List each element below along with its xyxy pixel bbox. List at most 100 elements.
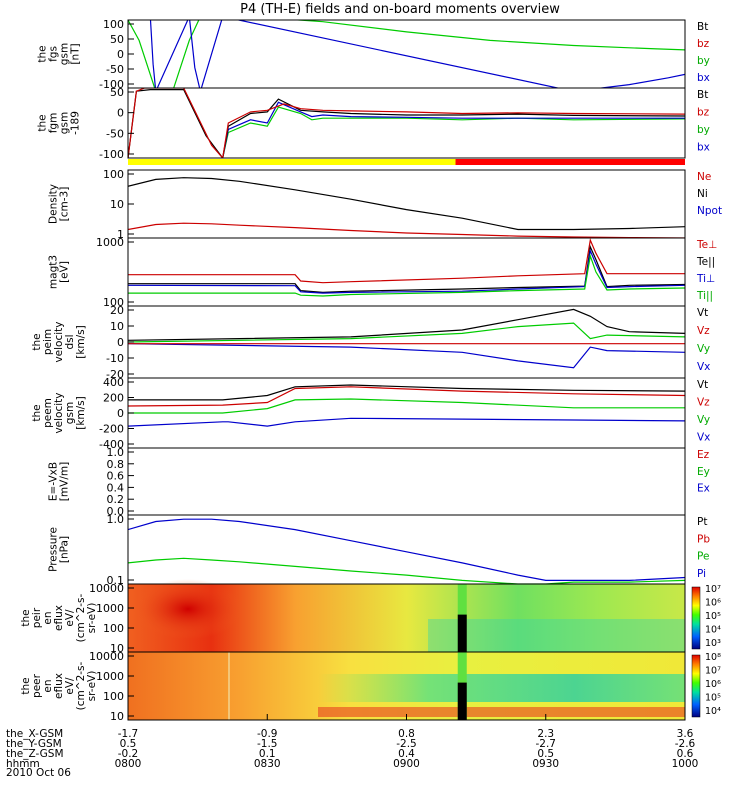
panel-frame xyxy=(127,169,686,239)
date-label: 2010 Oct 06 xyxy=(6,767,71,779)
y-axis-label: eflux xyxy=(53,673,65,699)
y-tick-label: -100 xyxy=(99,148,124,161)
series-line-Ti_par xyxy=(128,253,685,297)
y-tick-label: 1000 xyxy=(96,236,124,249)
y-tick-label: 10000 xyxy=(89,650,124,663)
y-axis-label: en xyxy=(42,679,54,692)
series-group xyxy=(128,20,685,88)
x-axis-row-label: the_Z-GSM xyxy=(6,748,64,760)
x-tick-label: 0930 xyxy=(532,758,559,770)
legend-label-Vy: Vy xyxy=(697,343,710,355)
colorbar-tick-label: 10⁶ xyxy=(705,679,721,690)
legend-label-Bt: Bt xyxy=(697,89,708,101)
y-tick-label: 50 xyxy=(110,86,124,99)
panel-peem_v: 400 200 0 -200 -400 the peem velocity gsm [km/s] V… xyxy=(31,376,710,451)
legend-label-Ex: Ex xyxy=(697,483,710,495)
panel-peer_eflux: 10⁸ 10⁷ 10⁶ 10⁵ 10⁴ 10000 1000 100 10 the peer en ef… xyxy=(20,650,721,723)
y-axis-label: gsm xyxy=(59,43,71,65)
heatmap-low-band xyxy=(318,707,685,717)
series-group xyxy=(128,384,685,427)
panel-fgm: 50 0 -50 -100 the fgm gsm -189 Bt bz by bx xyxy=(37,86,710,161)
y-axis-label: [nPa] xyxy=(59,536,71,563)
y-tick-label: 10000 xyxy=(89,582,124,595)
y-tick-label: 0.0 xyxy=(107,505,125,518)
y-tick-label: 100 xyxy=(103,296,124,309)
x-tick-label: -1.7 xyxy=(118,728,139,740)
panel-peim_v: 20 10 0 -10 -20 the peim velocity dsl [km/s] Vt Vz V… xyxy=(31,304,710,381)
x-tick-label: -0.2 xyxy=(118,748,139,760)
x-tick-label: 0830 xyxy=(254,758,281,770)
series-group xyxy=(128,238,685,297)
y-axis-label: sr-eV) xyxy=(86,603,98,634)
series-line-Ni xyxy=(128,177,685,231)
x-tick-label: 0.5 xyxy=(537,748,554,760)
heatmap-gap-black xyxy=(457,682,467,720)
legend-label-Ne: Ne xyxy=(697,171,711,183)
colorbar-tick-label: 10⁴ xyxy=(705,706,721,717)
y-tick-label: 0 xyxy=(117,107,124,120)
y-axis-label: [mV/m] xyxy=(59,462,71,501)
y-tick-label: -100 xyxy=(99,78,124,91)
y-tick-label: 0.2 xyxy=(107,493,125,506)
y-tick-label: 0.6 xyxy=(107,470,125,483)
y-axis-label: peim xyxy=(42,329,54,355)
y-axis-label: the xyxy=(31,404,43,421)
x-tick-label: -2.7 xyxy=(536,738,557,750)
y-tick-label: 1000 xyxy=(96,602,124,615)
panel-frame xyxy=(127,87,686,159)
y-axis-label: fgm xyxy=(48,113,60,134)
legend-label-Ez: Ez xyxy=(697,449,710,461)
x-axis-row-label: hhmm xyxy=(6,758,40,770)
colorbar-tick-label: 10⁶ xyxy=(705,598,721,609)
y-axis-label: peem xyxy=(42,398,54,428)
x-tick-label: 3.6 xyxy=(677,728,694,740)
series-group xyxy=(128,518,685,584)
y-axis-label: magt3 xyxy=(48,255,60,289)
legend-label-Vz: Vz xyxy=(697,397,710,409)
legend-label-Vt: Vt xyxy=(697,307,708,319)
x-tick-label: 2.3 xyxy=(537,728,554,740)
y-tick-label: -50 xyxy=(106,63,124,76)
y-tick-label: 0 xyxy=(117,407,124,420)
y-axis-label: eV/ xyxy=(64,677,76,695)
y-tick-label: 0 xyxy=(117,336,124,349)
y-axis-label: dsl xyxy=(64,334,76,349)
x-tick-label: -2.6 xyxy=(675,738,696,750)
legend-label-Bt: Bt xyxy=(697,21,708,33)
y-axis-label: peir xyxy=(31,607,43,628)
x-tick-label: 0.6 xyxy=(677,748,694,760)
y-axis-label: [cm-3] xyxy=(59,187,71,222)
series-line-Bt xyxy=(128,88,685,158)
series-line-Ne xyxy=(128,222,685,238)
legend-label-Pt: Pt xyxy=(697,516,707,528)
colorbar-tick-label: 10⁵ xyxy=(705,611,721,622)
y-tick-label: 10 xyxy=(110,642,124,655)
legend-label-bx: bx xyxy=(697,72,710,84)
y-axis-label: peer xyxy=(31,673,43,698)
x-tick-label: 0.4 xyxy=(398,748,415,760)
legend-label-bz: bz xyxy=(697,107,710,119)
series-line-by xyxy=(128,20,685,88)
mode-bar xyxy=(128,159,685,165)
y-axis-label: Density xyxy=(48,184,60,224)
y-axis-label: eV/ xyxy=(64,609,76,627)
y-axis-label: [km/s] xyxy=(75,325,87,359)
series-line-bx xyxy=(222,101,685,158)
x-tick-label: 0800 xyxy=(115,758,142,770)
y-tick-label: 100 xyxy=(103,622,124,635)
y-tick-label: 50 xyxy=(110,33,124,46)
panel-frame xyxy=(127,514,686,585)
y-tick-label: 0 xyxy=(117,48,124,61)
panel-frame xyxy=(127,447,686,516)
x-tick-label: 0.1 xyxy=(259,748,276,760)
y-axis-label: [km/s] xyxy=(75,396,87,430)
panel-peir_eflux: 10⁷ 10⁶ 10⁵ 10⁴ 10³ 10000 1000 100 10 the peir en ef… xyxy=(20,579,721,655)
y-axis-label: [nT] xyxy=(70,43,82,64)
series-line-Vz xyxy=(128,386,685,407)
y-tick-label: 10 xyxy=(110,198,124,211)
mode-bar-segment xyxy=(455,159,685,165)
y-axis-label: eflux xyxy=(53,605,65,631)
y-tick-label: 100 xyxy=(103,18,124,31)
x-tick-label: 1000 xyxy=(672,758,699,770)
legend-label-bx: bx xyxy=(697,142,710,154)
